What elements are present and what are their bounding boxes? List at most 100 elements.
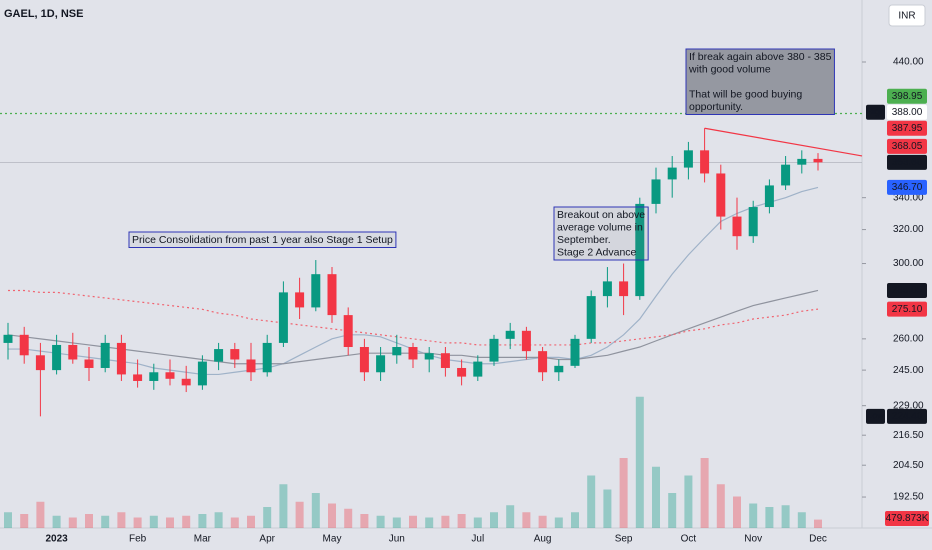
volume-bar	[376, 515, 385, 528]
volume-bar	[554, 517, 563, 528]
moving-average	[8, 289, 819, 346]
price-label: 388.00	[892, 107, 923, 118]
candle-body	[554, 365, 564, 373]
currency-button[interactable]	[888, 4, 926, 27]
volume-bar	[716, 484, 725, 528]
candle-body	[748, 207, 758, 237]
annotation-box	[685, 48, 835, 115]
volume-bar	[538, 515, 547, 528]
candle-body	[570, 338, 580, 366]
price-label: 224.40	[892, 411, 923, 422]
volume-bar	[149, 515, 158, 528]
candle-body	[35, 355, 45, 371]
volume-bar	[506, 505, 515, 528]
volume-bar	[733, 496, 741, 528]
price-label: 346.70	[892, 182, 923, 193]
annotation-text: If break again above 380 - 385	[689, 51, 832, 63]
candle-body	[295, 292, 305, 308]
candle-body	[408, 347, 418, 360]
volume-bar	[247, 515, 255, 528]
annotation-text: Price Consolidation from past 1 year als…	[132, 234, 393, 246]
y-tick-label: 192.50	[893, 492, 924, 503]
y-tick-label: 229.00	[893, 400, 924, 411]
candle-body	[667, 167, 677, 180]
volume-bar	[781, 505, 790, 528]
trendline	[704, 127, 863, 157]
price-label: 387.95	[892, 123, 923, 134]
candle-body	[505, 330, 515, 339]
candle-body	[797, 158, 807, 165]
candle-body	[683, 150, 693, 168]
y-tick-label: 260.00	[893, 333, 924, 344]
volume-bar	[166, 517, 174, 528]
volume-bar	[700, 458, 709, 528]
x-tick-label: Feb	[129, 534, 147, 545]
candle-body	[84, 359, 94, 368]
volume-bar	[635, 396, 644, 528]
volume-bar	[619, 458, 628, 528]
candle-body	[116, 342, 126, 375]
price-label-box	[887, 120, 927, 136]
volume-bar	[441, 515, 450, 528]
volume-label: 479.873K	[886, 513, 929, 524]
volume-bar	[473, 517, 482, 528]
volume-bar	[652, 466, 660, 528]
price-label-box	[887, 282, 927, 298]
price-label: 363.60	[892, 157, 923, 168]
volume-bar	[360, 514, 369, 528]
candle-body	[424, 353, 434, 360]
volume-bar	[409, 515, 417, 528]
chart-title: GAEL, 1D, NSE	[4, 8, 83, 20]
candle-body	[521, 330, 531, 352]
candle-body	[100, 342, 110, 368]
volume-bar	[68, 517, 77, 528]
price-label-box	[887, 408, 927, 424]
candle-body	[68, 344, 78, 360]
currency-label[interactable]: INR	[898, 11, 915, 22]
x-tick-label: May	[323, 534, 342, 545]
candle-body	[651, 179, 661, 204]
annotation-box	[553, 206, 649, 261]
candle-body	[19, 334, 29, 356]
x-tick-label: 2023	[45, 534, 68, 545]
x-tick-label: Mar	[194, 534, 212, 545]
volume-label-box	[885, 511, 929, 526]
candle-body	[3, 334, 13, 343]
x-tick-label: Jun	[389, 534, 405, 545]
annotation-text: Breakout on above	[557, 209, 645, 221]
price-label-box	[887, 88, 927, 104]
candle-body	[457, 367, 467, 377]
volume-bar	[4, 512, 12, 528]
candle-body	[813, 158, 823, 163]
volume-bar	[797, 512, 806, 528]
candle-body	[311, 274, 321, 308]
candle-body	[149, 372, 159, 381]
candle-body	[214, 349, 224, 362]
y-tick-label: 204.50	[893, 460, 924, 471]
candle-body	[602, 281, 612, 297]
price-tag-box	[866, 104, 885, 120]
price-tag: High	[866, 107, 885, 117]
volume-bar	[668, 493, 677, 528]
candle-body	[133, 374, 143, 381]
volume-bar	[392, 517, 401, 528]
volume-bar	[311, 493, 320, 528]
candle-body	[376, 355, 386, 373]
annotation-text: with good volume	[688, 63, 771, 75]
volume-bar	[85, 514, 93, 528]
annotation: Price Consolidation from past 1 year als…	[128, 231, 397, 248]
price-label-box	[887, 301, 927, 317]
volume-bar	[117, 512, 126, 528]
volume-bar	[101, 515, 110, 528]
volume-bar	[571, 512, 579, 528]
volume-bar	[749, 503, 758, 528]
candle-body	[489, 338, 499, 362]
annotation-text: average volume in	[557, 221, 643, 233]
annotation-box	[128, 231, 397, 248]
price-tag-box	[866, 408, 885, 424]
volume-bar	[457, 514, 466, 528]
volume-bar	[263, 507, 272, 528]
x-tick-label: Sep	[615, 534, 633, 545]
price-label: 275.10	[892, 304, 923, 315]
